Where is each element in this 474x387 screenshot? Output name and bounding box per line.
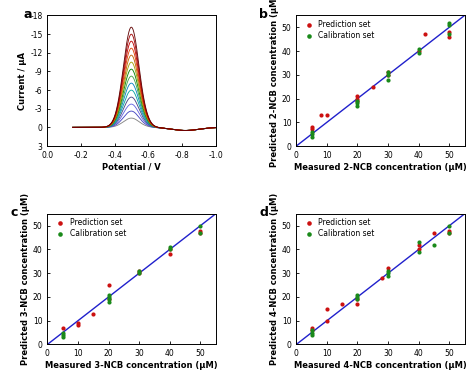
Prediction set [446,228,453,234]
X-axis label: Measured 4-NCB concentration (μM): Measured 4-NCB concentration (μM) [294,361,467,370]
Prediction set [308,124,315,130]
Prediction set [136,270,143,276]
Y-axis label: Predicted 4-NCB concentration (μM): Predicted 4-NCB concentration (μM) [270,193,279,365]
Prediction set [323,318,331,324]
Calibration set [384,69,392,75]
Prediction set [323,306,331,312]
Prediction set [446,230,453,236]
Calibration set [105,294,112,300]
Calibration set [308,327,315,333]
Calibration set [59,329,66,336]
Calibration set [105,291,112,298]
Calibration set [384,77,392,83]
Prediction set [308,327,315,333]
Calibration set [446,230,453,236]
Calibration set [166,244,173,250]
Prediction set [384,265,392,272]
Calibration set [384,272,392,279]
Prediction set [378,275,386,281]
Calibration set [446,19,453,26]
Prediction set [446,34,453,40]
Prediction set [59,325,66,331]
Text: a: a [24,8,32,21]
Calibration set [136,270,143,276]
Prediction set [430,230,438,236]
Calibration set [59,332,66,338]
Prediction set [74,320,82,326]
Calibration set [197,230,204,236]
Legend: Prediction set, Calibration set: Prediction set, Calibration set [51,218,127,239]
Calibration set [354,291,361,298]
Prediction set [317,112,325,118]
Calibration set [446,31,453,38]
Text: c: c [10,206,18,219]
Prediction set [308,325,315,331]
X-axis label: Potential / V: Potential / V [102,163,161,172]
Calibration set [308,129,315,135]
Calibration set [354,100,361,106]
Legend: Prediction set, Calibration set: Prediction set, Calibration set [300,218,375,239]
Prediction set [415,247,422,253]
Prediction set [166,251,173,257]
Prediction set [415,241,422,248]
Prediction set [369,84,376,90]
Text: d: d [259,206,268,219]
Prediction set [74,322,82,329]
Prediction set [354,296,361,302]
Prediction set [105,296,112,302]
Prediction set [166,247,173,253]
Prediction set [338,301,346,307]
X-axis label: Measured 3-NCB concentration (μM): Measured 3-NCB concentration (μM) [45,361,218,370]
Prediction set [354,301,361,307]
Prediction set [323,112,331,118]
Prediction set [136,268,143,274]
Y-axis label: Predicted 3-NCB concentration (μM): Predicted 3-NCB concentration (μM) [21,193,30,365]
Prediction set [197,230,204,236]
Calibration set [166,247,173,253]
Calibration set [415,249,422,255]
Calibration set [354,294,361,300]
Calibration set [384,268,392,274]
Prediction set [384,69,392,75]
Calibration set [415,50,422,57]
Calibration set [308,131,315,137]
Calibration set [105,299,112,305]
Text: b: b [259,8,268,21]
Calibration set [308,329,315,336]
Calibration set [446,22,453,28]
Prediction set [354,93,361,99]
Calibration set [354,296,361,302]
Calibration set [430,241,438,248]
Prediction set [384,72,392,78]
X-axis label: Measured 2-NCB concentration (μM): Measured 2-NCB concentration (μM) [294,163,467,172]
Calibration set [384,270,392,276]
Calibration set [105,296,112,302]
Calibration set [384,72,392,78]
Calibration set [354,98,361,104]
Prediction set [446,29,453,35]
Prediction set [421,31,428,38]
Prediction set [354,96,361,102]
Calibration set [415,239,422,245]
Calibration set [197,223,204,229]
Prediction set [197,228,204,234]
Prediction set [90,310,97,317]
Calibration set [308,134,315,140]
Calibration set [136,268,143,274]
Y-axis label: Current / μA: Current / μA [18,52,27,110]
Prediction set [308,126,315,132]
Legend: Prediction set, Calibration set: Prediction set, Calibration set [300,19,375,40]
Prediction set [105,282,112,288]
Calibration set [59,334,66,341]
Calibration set [308,332,315,338]
Calibration set [446,223,453,229]
Prediction set [354,98,361,104]
Y-axis label: Predicted 2-NCB concentration (μM): Predicted 2-NCB concentration (μM) [270,0,279,167]
Prediction set [415,48,422,54]
Calibration set [354,103,361,109]
Calibration set [415,46,422,52]
